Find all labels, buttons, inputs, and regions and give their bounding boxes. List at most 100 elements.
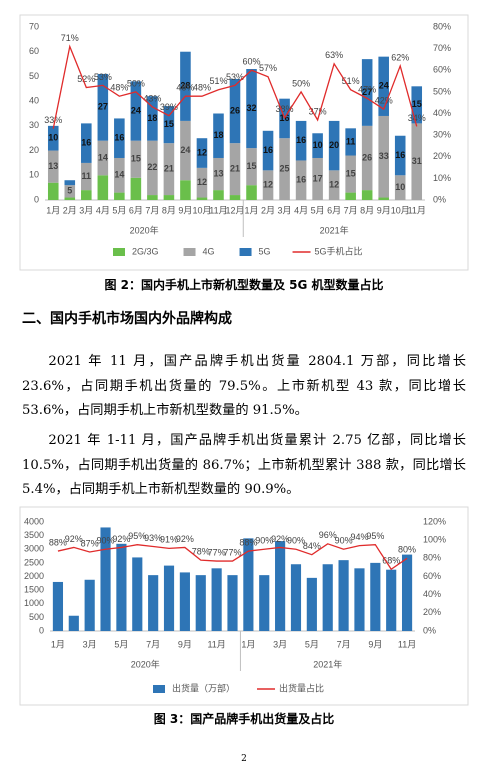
legend-swatch [153,685,165,693]
bar [262,170,274,200]
bar [411,123,423,200]
bar [196,138,208,168]
data-label: 31 [412,156,422,166]
data-label: 12 [197,177,207,187]
x-tick-label: 4月 [294,205,308,215]
x-tick-label: 8月 [360,205,374,215]
legend-label: 5G手机占比 [315,245,363,256]
data-label: 25 [280,163,290,173]
bar [64,180,76,186]
line [57,543,408,571]
y2-tick-label: 60% [433,65,451,75]
data-label: 24 [379,81,389,91]
bar [378,115,389,198]
bar [163,195,175,200]
line-label: 95% [128,531,146,541]
bar [97,140,109,176]
data-label: 12 [197,147,207,157]
y-tick-label: 0 [34,194,39,204]
bar [328,120,340,171]
x-tick-label: 7月 [145,205,159,215]
bar [179,572,190,631]
line-label: 52% [77,74,95,84]
x-group-label: 2020年 [130,224,159,235]
line-label: 77% [208,547,226,557]
bar [114,118,125,158]
y-tick-label: 500 [29,612,44,622]
data-label: 24 [180,145,190,155]
x-tick-label: 5月 [112,205,126,215]
bar [345,128,356,156]
x-tick-label: 7月 [146,639,160,649]
bar [130,140,142,178]
bar [163,565,175,631]
x-tick-label: 11月 [408,205,426,215]
y2-tick-label: 50% [433,86,451,96]
line-label: 53% [226,72,244,82]
bar [290,564,302,631]
bar [81,162,92,191]
data-label: 20 [329,140,339,150]
y2-tick-label: 70% [433,43,451,53]
line-label: 37% [309,106,327,116]
bar [361,125,373,191]
bar [213,113,224,158]
bar [312,157,323,200]
data-label: 16 [395,150,405,160]
x-tick-label: 7月 [344,205,358,215]
y-tick-label: 60 [29,46,39,56]
y2-tick-label: 40% [423,589,441,599]
data-label: 10 [48,133,58,143]
paragraph: 2021 年 1-11 月，国产品牌手机出货量累计 2.75 亿部，同比增长 1… [22,433,466,497]
chart-frame [19,506,469,706]
line-label: 38% [276,104,294,114]
y-tick-label: 4000 [24,516,44,526]
bar [47,150,59,183]
x-tick-label: 6月 [129,205,143,215]
bar [386,569,397,631]
figure-caption: 图 2：国内手机上市新机型数量及 5G 机型数量占比 [104,278,384,292]
legend-label: 5G [259,246,271,256]
x-tick-label: 8月 [162,205,176,215]
bar [132,557,143,631]
y-tick-label: 3500 [24,530,44,540]
legend-swatch [113,248,125,256]
bar [370,562,381,631]
paragraph: 2021 年 11 月，国产品牌手机出货量 2804.1 万部，同比增长 23.… [22,354,466,418]
data-label: 17 [313,173,323,183]
bar [52,581,64,631]
y2-tick-label: 120% [423,516,446,526]
data-label: 13 [213,168,223,178]
y2-tick-label: 40% [433,108,451,118]
bar [195,575,206,631]
x-tick-label: 5月 [305,639,319,649]
bar [262,130,274,171]
bar [275,541,286,631]
data-label: 18 [147,113,157,123]
bar [196,167,208,198]
bar [345,192,356,200]
bar [259,575,270,631]
bar [81,190,92,200]
x-tick-label: 10月 [192,205,211,215]
x-tick-label: 6月 [327,205,341,215]
data-label: 21 [164,163,174,173]
y2-tick-label: 10% [433,173,451,183]
legend-swatch [239,248,252,256]
data-label: 12 [329,180,339,190]
bar [213,190,224,200]
bar [243,538,254,631]
line-label: 95% [366,531,384,541]
x-tick-label: 9月 [178,205,192,215]
line-label: 68% [382,556,400,566]
y-tick-label: 3000 [24,544,44,554]
bar [180,51,191,121]
data-label: 28 [180,81,190,91]
line-label: 50% [127,78,145,88]
x-tick-label: 3月 [83,639,97,649]
bar [354,568,365,631]
data-label: 15 [412,99,422,109]
x-tick-label: 9月 [377,205,391,215]
x-tick-label: 11月 [209,205,227,215]
